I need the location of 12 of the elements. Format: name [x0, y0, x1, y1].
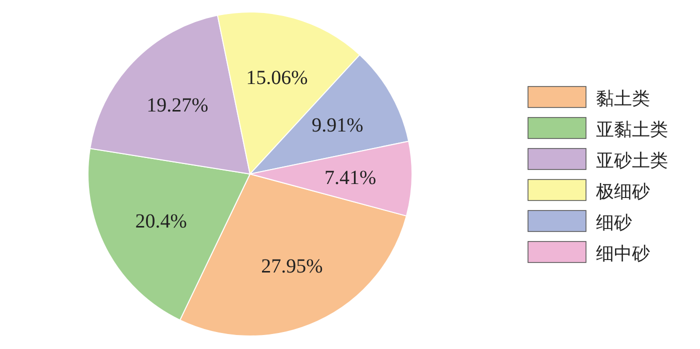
- data-label: 27.95%: [261, 255, 323, 278]
- data-label: 7.41%: [324, 166, 376, 189]
- data-label: 19.27%: [146, 94, 208, 117]
- legend-label: 亚黏土类: [596, 120, 668, 140]
- legend-label: 细砂: [596, 212, 632, 234]
- legend-label: 细中砂: [596, 244, 650, 264]
- data-label: 20.4%: [135, 210, 187, 233]
- legend-label: 亚砂土类: [596, 150, 668, 172]
- legend-label: 黏土类: [596, 88, 650, 110]
- data-label: 15.06%: [246, 67, 308, 90]
- legend-label: 极细砂: [595, 182, 650, 202]
- data-label: 9.91%: [312, 114, 364, 137]
